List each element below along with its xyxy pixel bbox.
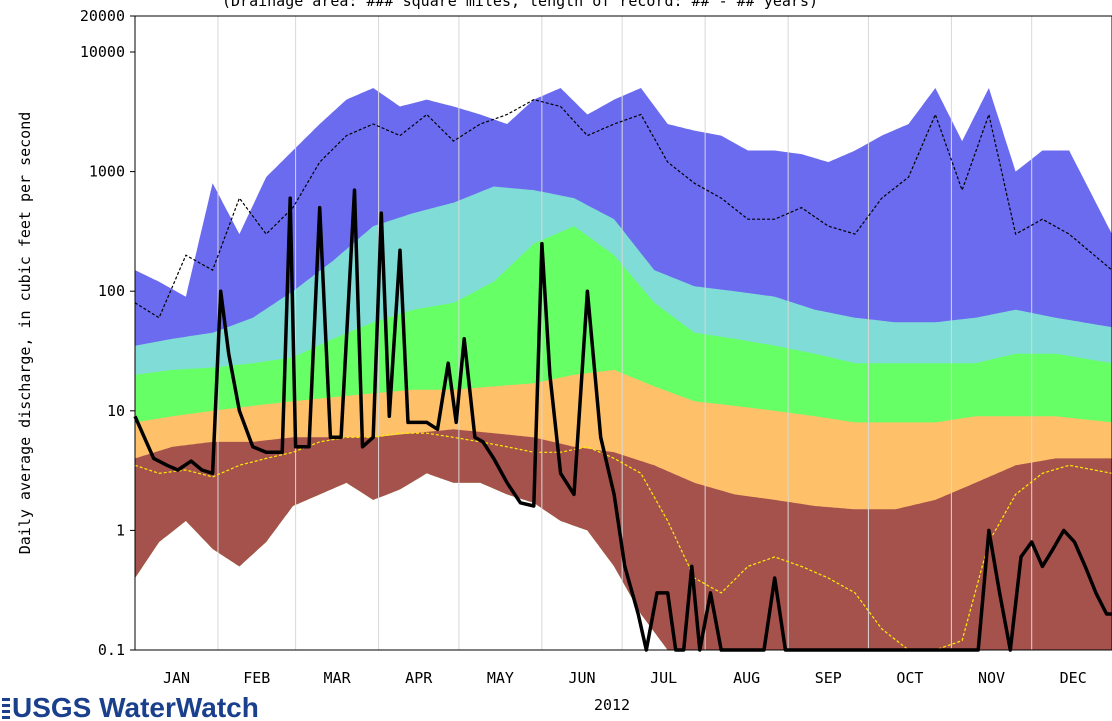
p10-band (135, 429, 1112, 650)
x-tick-label-jun: JUN (568, 669, 595, 687)
x-tick-label-may: MAY (487, 669, 514, 687)
x-tick-label-jan: JAN (163, 669, 190, 687)
chart-title: (Drainage area: ### square miles, length… (222, 0, 818, 10)
logo-text: USGS WaterWatch (12, 692, 259, 721)
y-tick-label-0: 0.1 (98, 641, 125, 659)
x-tick-label-feb: FEB (243, 669, 270, 687)
x-tick-label-aug: AUG (733, 669, 760, 687)
y-tick-label-5: 10000 (80, 43, 125, 61)
y-tick-label-1: 1 (116, 521, 125, 539)
y-axis: 0.1 1 10 100 1000 10000 20000 (80, 7, 135, 659)
y-tick-label-6: 20000 (80, 7, 125, 25)
y-axis-label: Daily average discharge, in cubic feet p… (16, 112, 34, 555)
x-tick-label-oct: OCT (896, 669, 923, 687)
y-tick-label-3: 100 (98, 282, 125, 300)
x-tick-label-sep: SEP (815, 669, 842, 687)
mean-line (134, 98, 1112, 319)
usgs-logo-icon (2, 698, 10, 719)
x-tick-label-nov: NOV (978, 669, 1005, 687)
x-tick-label-jul: JUL (650, 669, 677, 687)
median-line (134, 432, 1112, 651)
percentile-bands (135, 88, 1112, 650)
y-tick-label-4: 1000 (89, 163, 125, 181)
x-axis: JAN FEB MAR APR MAY JUN JUL AUG SEP OCT NOV DEC (163, 669, 1087, 687)
x-tick-label-dec: DEC (1060, 669, 1087, 687)
x-tick-label-mar: MAR (324, 669, 352, 687)
usgs-logo: USGS WaterWatch (2, 692, 259, 721)
plot-frame (134, 15, 1112, 651)
x-axis-label: 2012 (594, 696, 630, 714)
plot-area (133, 15, 1112, 652)
x-tick-label-apr: APR (405, 669, 433, 687)
y-tick-label-2: 10 (107, 402, 125, 420)
